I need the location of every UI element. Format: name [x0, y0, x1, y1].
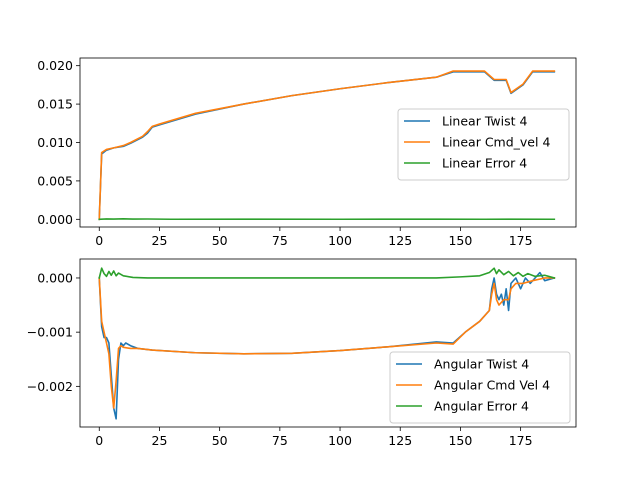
legend-label-2: Linear Cmd_vel 4 [442, 135, 550, 150]
x-tick-label: 150 [448, 433, 472, 448]
x-tick-label: 75 [272, 233, 288, 248]
y-tick-label: −0.002 [27, 379, 73, 394]
x-tick-label: 25 [152, 433, 168, 448]
legend-label-3: Linear Error 4 [442, 156, 527, 171]
legend-box [397, 108, 570, 181]
y-tick-label: −0.001 [27, 325, 73, 340]
series-line-2 [98, 277, 556, 409]
legend-box [389, 351, 571, 424]
y-tick-label: 0.005 [37, 173, 73, 188]
series-line-1 [98, 271, 556, 420]
y-tick-label: 0.000 [37, 212, 73, 227]
x-tick-label: 0 [95, 433, 103, 448]
legend-label-2: Angular Cmd Vel 4 [434, 378, 550, 393]
x-tick-label: 175 [509, 233, 533, 248]
x-tick-label: 100 [328, 433, 352, 448]
axes-frame [79, 258, 577, 428]
x-tick-label: 150 [448, 233, 472, 248]
x-tick-label: 25 [152, 233, 168, 248]
bottom-subplot-angular: 0 25 50 75 100 125 150 175 −0.002 −0.001 0.000 Angu… [27, 258, 577, 448]
legend: Linear Twist 4 Linear Cmd_vel 4 Linear Err… [397, 108, 570, 181]
series-line-3 [98, 267, 556, 279]
legend-label-1: Angular Twist 4 [434, 357, 529, 372]
y-tick-label: 0.010 [37, 135, 73, 150]
y-tick-label: 0.015 [37, 97, 73, 112]
legend-label-1: Linear Twist 4 [442, 114, 527, 129]
x-tick-label: 50 [212, 233, 228, 248]
top-subplot-linear: 0 25 50 75 100 125 150 175 0.000 0.005 0.010 0.015 0… [37, 57, 577, 248]
x-tick-label: 125 [388, 233, 412, 248]
x-tick-label: 50 [212, 433, 228, 448]
y-tick-label: 0.020 [37, 58, 73, 73]
x-tick-label: 0 [95, 233, 103, 248]
y-tick-label: 0.000 [37, 270, 73, 285]
series-line-2 [98, 70, 556, 221]
x-tick-label: 175 [509, 433, 533, 448]
legend: Angular Twist 4 Angular Cmd Vel 4 Angular … [389, 351, 571, 424]
legend-label-3: Angular Error 4 [434, 399, 529, 414]
x-tick-label: 100 [328, 233, 352, 248]
x-tick-label: 125 [388, 433, 412, 448]
x-tick-label: 75 [272, 433, 288, 448]
